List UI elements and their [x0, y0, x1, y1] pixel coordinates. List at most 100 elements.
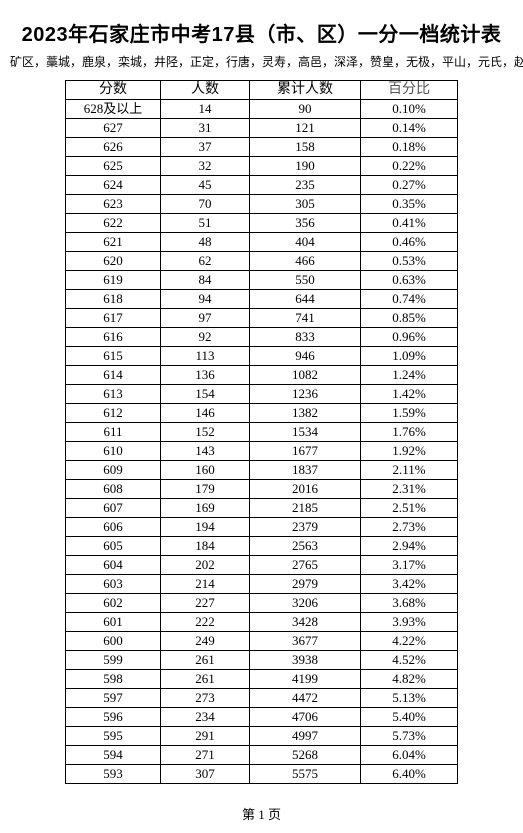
cell-cumulative: 2563 [250, 537, 361, 556]
table-row: 619845500.63% [66, 271, 458, 290]
cell-count: 222 [161, 613, 250, 632]
table-row: 617977410.85% [66, 309, 458, 328]
cell-count: 184 [161, 537, 250, 556]
cell-score: 625 [66, 157, 161, 176]
page: 2023年石家庄市中考17县（市、区）一分一档统计表 矿区，藁城，鹿泉，栾城，井… [0, 0, 523, 833]
cell-cumulative: 90 [250, 100, 361, 119]
table-row: 59926139384.52% [66, 651, 458, 670]
cell-percent: 0.14% [361, 119, 458, 138]
cell-cumulative: 741 [250, 309, 361, 328]
cell-count: 202 [161, 556, 250, 575]
cell-percent: 1.76% [361, 423, 458, 442]
cell-score: 619 [66, 271, 161, 290]
cell-percent: 5.73% [361, 727, 458, 746]
table-row: 61115215341.76% [66, 423, 458, 442]
cell-percent: 4.52% [361, 651, 458, 670]
table-row: 622513560.41% [66, 214, 458, 233]
cell-count: 273 [161, 689, 250, 708]
table-row: 60518425632.94% [66, 537, 458, 556]
cell-score: 623 [66, 195, 161, 214]
cell-percent: 0.18% [361, 138, 458, 157]
table-row: 59826141994.82% [66, 670, 458, 689]
cell-percent: 3.42% [361, 575, 458, 594]
cell-cumulative: 3677 [250, 632, 361, 651]
cell-cumulative: 1236 [250, 385, 361, 404]
cell-percent: 0.63% [361, 271, 458, 290]
cell-cumulative: 4199 [250, 670, 361, 689]
cell-score: 607 [66, 499, 161, 518]
cell-cumulative: 466 [250, 252, 361, 271]
cell-count: 37 [161, 138, 250, 157]
table-row: 628及以上14900.10% [66, 100, 458, 119]
cell-percent: 3.68% [361, 594, 458, 613]
cell-percent: 2.94% [361, 537, 458, 556]
cell-percent: 0.53% [361, 252, 458, 271]
cell-count: 169 [161, 499, 250, 518]
cell-percent: 2.51% [361, 499, 458, 518]
cell-score: 601 [66, 613, 161, 632]
cell-cumulative: 3206 [250, 594, 361, 613]
cell-score: 609 [66, 461, 161, 480]
cell-cumulative: 1677 [250, 442, 361, 461]
cell-score: 600 [66, 632, 161, 651]
cell-percent: 0.46% [361, 233, 458, 252]
cell-count: 48 [161, 233, 250, 252]
cell-percent: 1.09% [361, 347, 458, 366]
cell-percent: 0.85% [361, 309, 458, 328]
cell-score: 599 [66, 651, 161, 670]
cell-score: 610 [66, 442, 161, 461]
cell-cumulative: 5268 [250, 746, 361, 765]
cell-percent: 4.82% [361, 670, 458, 689]
cell-percent: 0.96% [361, 328, 458, 347]
table-row: 60321429793.42% [66, 575, 458, 594]
cell-cumulative: 158 [250, 138, 361, 157]
cell-score: 627 [66, 119, 161, 138]
cell-score: 626 [66, 138, 161, 157]
table-row: 59330755756.40% [66, 765, 458, 784]
table-row: 61315412361.42% [66, 385, 458, 404]
table-row: 61214613821.59% [66, 404, 458, 423]
cell-percent: 4.22% [361, 632, 458, 651]
cell-count: 113 [161, 347, 250, 366]
page-title: 2023年石家庄市中考17县（市、区）一分一档统计表 [0, 18, 523, 47]
cell-percent: 0.10% [361, 100, 458, 119]
cell-percent: 2.11% [361, 461, 458, 480]
table-row: 60420227653.17% [66, 556, 458, 575]
cell-percent: 3.93% [361, 613, 458, 632]
table-row: 59623447065.40% [66, 708, 458, 727]
cell-score: 608 [66, 480, 161, 499]
table-row: 621484040.46% [66, 233, 458, 252]
cell-percent: 5.13% [361, 689, 458, 708]
cell-score: 593 [66, 765, 161, 784]
cell-count: 32 [161, 157, 250, 176]
cell-score: 628及以上 [66, 100, 161, 119]
cell-count: 307 [161, 765, 250, 784]
cell-count: 51 [161, 214, 250, 233]
table-row: 6151139461.09% [66, 347, 458, 366]
cell-cumulative: 1382 [250, 404, 361, 423]
table-row: 59427152686.04% [66, 746, 458, 765]
cell-count: 214 [161, 575, 250, 594]
header-row: 分数 人数 累计人数 百分比 [66, 81, 458, 100]
cell-count: 160 [161, 461, 250, 480]
cell-percent: 0.74% [361, 290, 458, 309]
table-head: 分数 人数 累计人数 百分比 [66, 81, 458, 100]
cell-score: 594 [66, 746, 161, 765]
cell-count: 143 [161, 442, 250, 461]
cell-cumulative: 235 [250, 176, 361, 195]
cell-cumulative: 550 [250, 271, 361, 290]
cell-percent: 1.24% [361, 366, 458, 385]
cell-count: 94 [161, 290, 250, 309]
cell-cumulative: 1837 [250, 461, 361, 480]
table-row: 625321900.22% [66, 157, 458, 176]
cell-percent: 5.40% [361, 708, 458, 727]
cell-count: 152 [161, 423, 250, 442]
cell-cumulative: 305 [250, 195, 361, 214]
score-table: 分数 人数 累计人数 百分比 628及以上14900.10%627311210.… [65, 80, 458, 784]
cell-cumulative: 4997 [250, 727, 361, 746]
cell-cumulative: 121 [250, 119, 361, 138]
cell-percent: 6.40% [361, 765, 458, 784]
table-row: 59727344725.13% [66, 689, 458, 708]
cell-count: 194 [161, 518, 250, 537]
table-row: 59529149975.73% [66, 727, 458, 746]
